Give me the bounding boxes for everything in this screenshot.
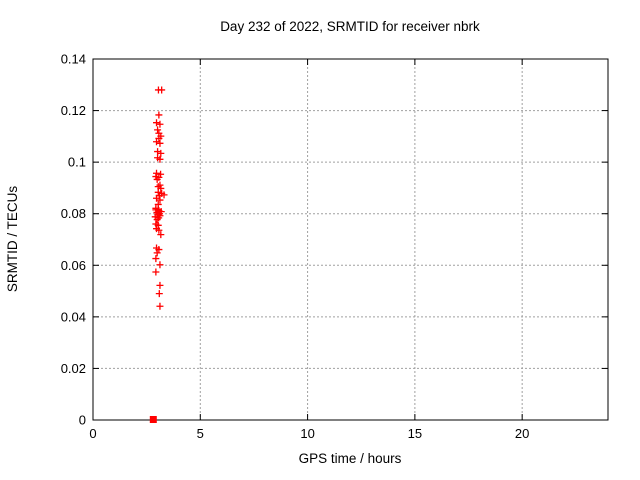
y-tick-label: 0.04	[61, 309, 86, 324]
data-point-plus	[155, 290, 163, 298]
data-point-plus	[153, 119, 161, 127]
axis-ticks	[92, 58, 608, 421]
data-point-square	[149, 416, 157, 423]
data-point-plus	[158, 86, 166, 94]
y-tick-label: 0.12	[61, 103, 86, 118]
x-tick-label: 10	[300, 426, 314, 441]
plot-border	[92, 58, 609, 421]
y-tick-label: 0.1	[68, 155, 86, 170]
data-point-plus	[154, 188, 162, 196]
data-point-plus	[160, 191, 168, 199]
data-point-plus	[155, 111, 163, 119]
data-point-plus	[157, 231, 165, 239]
data-point-plus	[153, 249, 161, 257]
data-point-plus	[156, 120, 164, 128]
y-tick-label: 0.06	[61, 258, 86, 273]
data-point-plus	[156, 139, 164, 147]
x-tick-label: 20	[515, 426, 529, 441]
chart-title: Day 232 of 2022, SRMTID for receiver nbr…	[220, 19, 480, 34]
data-points	[149, 86, 168, 423]
data-point-plus	[155, 226, 163, 234]
data-point-plus	[153, 175, 161, 183]
data-point-plus	[156, 155, 164, 163]
x-tick-label: 15	[408, 426, 422, 441]
grid-lines	[93, 59, 608, 420]
data-point-plus	[156, 281, 164, 289]
tick-labels: 0 5 10 15 20 0 0.02 0.04 0.06 0.08 0.1 0.12 0.14	[61, 52, 530, 442]
data-point-plus	[153, 138, 161, 146]
data-point-plus	[152, 255, 160, 263]
y-tick-label: 0	[79, 413, 86, 428]
data-point-plus	[157, 184, 165, 192]
data-point-plus	[152, 268, 160, 276]
x-tick-label: 5	[197, 426, 204, 441]
x-axis-label: GPS time / hours	[299, 451, 402, 466]
x-tick-label: 0	[89, 426, 96, 441]
y-axis-label: SRMTID / TECUs	[5, 186, 20, 293]
data-point-plus	[157, 149, 165, 157]
data-point-plus	[156, 302, 164, 310]
data-point-plus	[154, 126, 162, 134]
y-tick-label: 0.02	[61, 361, 86, 376]
y-tick-label: 0.08	[61, 206, 86, 221]
y-tick-label: 0.14	[61, 52, 86, 67]
data-point-plus	[156, 261, 164, 269]
data-point-plus	[156, 196, 164, 204]
data-point-plus	[153, 216, 161, 224]
